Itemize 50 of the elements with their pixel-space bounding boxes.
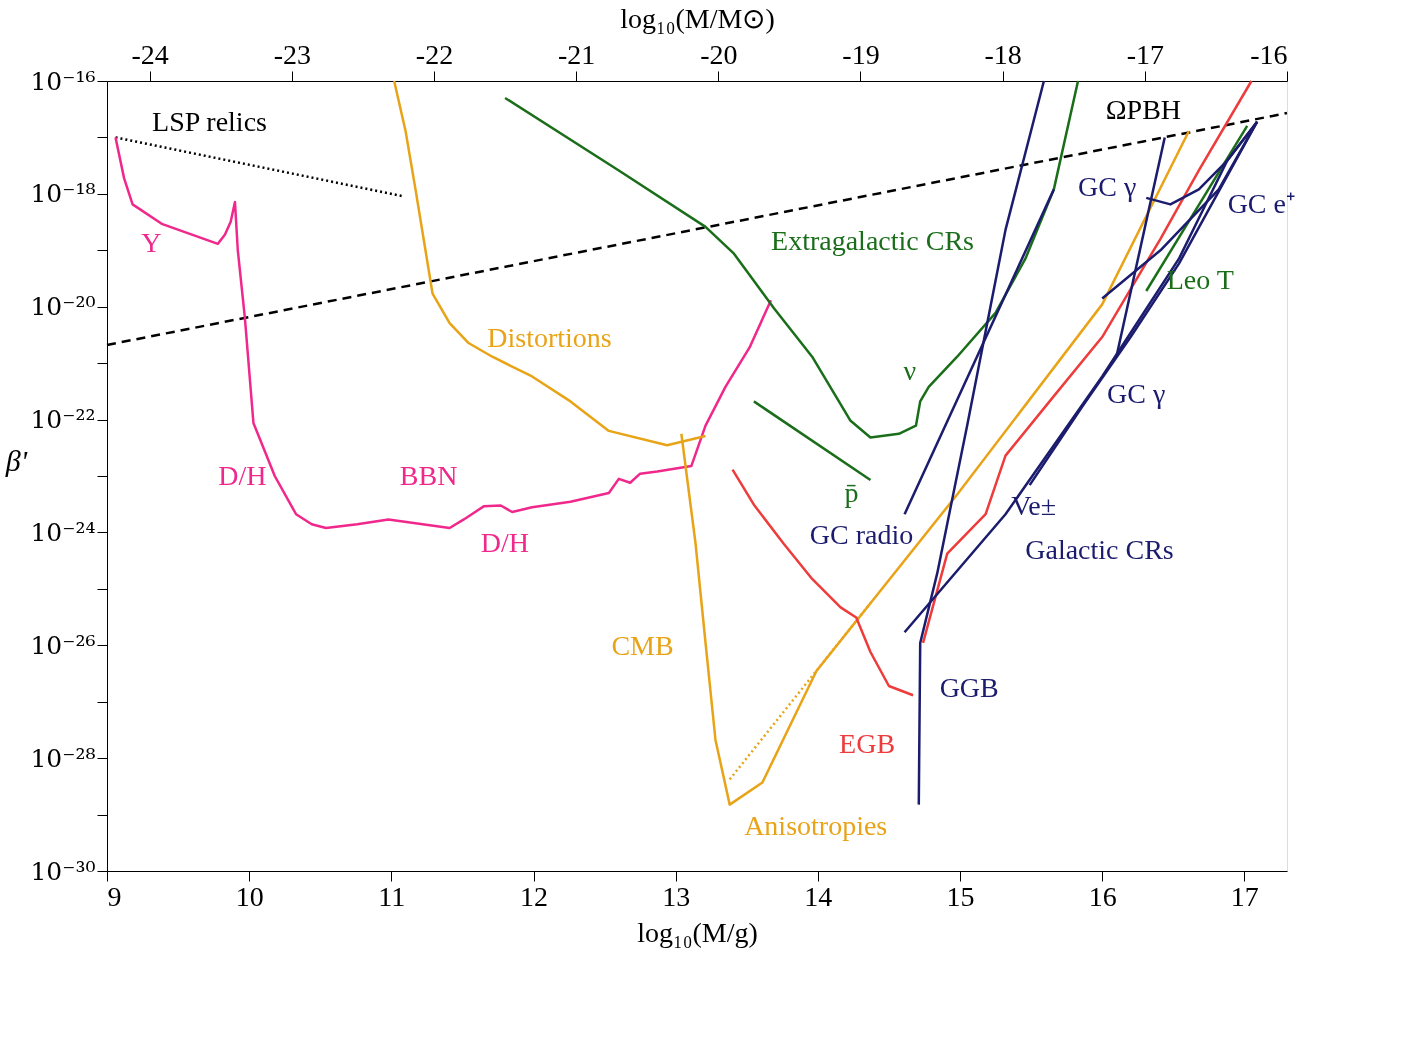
annotation: Leo T (1166, 263, 1234, 295)
annotation: Anisotropies (744, 809, 888, 841)
annotation: Distortions (487, 322, 612, 354)
x2-tick-label: -24 (131, 38, 169, 70)
y-tick-label: 10⁻²⁶ (30, 630, 96, 660)
x2-tick-label: -21 (557, 38, 596, 70)
annotation: Extragalactic CRs (771, 224, 974, 256)
x-tick-label: 12 (520, 880, 549, 912)
x-tick-label: 11 (378, 880, 406, 912)
annotation: CMB (611, 629, 674, 661)
x-tick-label: 15 (946, 880, 975, 912)
annotation: EGB (839, 728, 896, 760)
annotation: GC radio (809, 519, 914, 551)
annotation: D/H (218, 459, 267, 491)
x2-tick-label: -17 (1126, 38, 1164, 70)
annotation: LSP relics (152, 106, 267, 138)
x2-tick-label: -22 (415, 38, 454, 70)
annotation: Y (141, 227, 162, 259)
x2-tick-label: -19 (842, 38, 880, 70)
annotation: BBN (399, 459, 458, 491)
y-axis-title: β' (4, 443, 28, 477)
y-tick-label: 10⁻²² (30, 405, 96, 435)
annotation: ν (903, 354, 917, 386)
annotation: Ve± (1011, 490, 1057, 522)
y-tick-label: 10⁻³⁰ (30, 856, 96, 886)
annotation: GGB (939, 671, 999, 703)
x-tick-label: 14 (804, 880, 833, 912)
x-tick-label: 17 (1230, 880, 1259, 912)
annotation: Galactic CRs (1025, 534, 1174, 566)
annotation: GC e⁺ (1227, 187, 1295, 219)
x-tick-label: 13 (662, 880, 691, 912)
annotation: GC γ (1107, 378, 1166, 410)
y-tick-label: 10⁻¹⁸ (30, 179, 96, 209)
x-tick-label: 16 (1088, 880, 1117, 912)
y-tick-label: 10⁻¹⁶ (30, 66, 96, 96)
x-axis-title: log₁₀(M/g) (637, 916, 758, 948)
x-tick-label: 9 (107, 880, 122, 912)
annotation: p̄ (844, 476, 859, 508)
y-tick-label: 10⁻²⁰ (30, 292, 96, 322)
y-tick-label: 10⁻²⁸ (30, 743, 96, 773)
annotation: GC γ (1078, 170, 1137, 202)
annotation: ΩPBH (1105, 94, 1182, 126)
x2-axis-title: log₁₀(M/M⊙) (620, 2, 775, 34)
x2-tick-label: -16 (1250, 38, 1288, 70)
annotation: D/H (480, 526, 529, 558)
x2-tick-label: -18 (984, 38, 1022, 70)
y-tick-label: 10⁻²⁴ (30, 517, 96, 547)
x2-tick-label: -20 (700, 38, 738, 70)
x-tick-label: 10 (235, 880, 264, 912)
x2-tick-label: -23 (273, 38, 311, 70)
